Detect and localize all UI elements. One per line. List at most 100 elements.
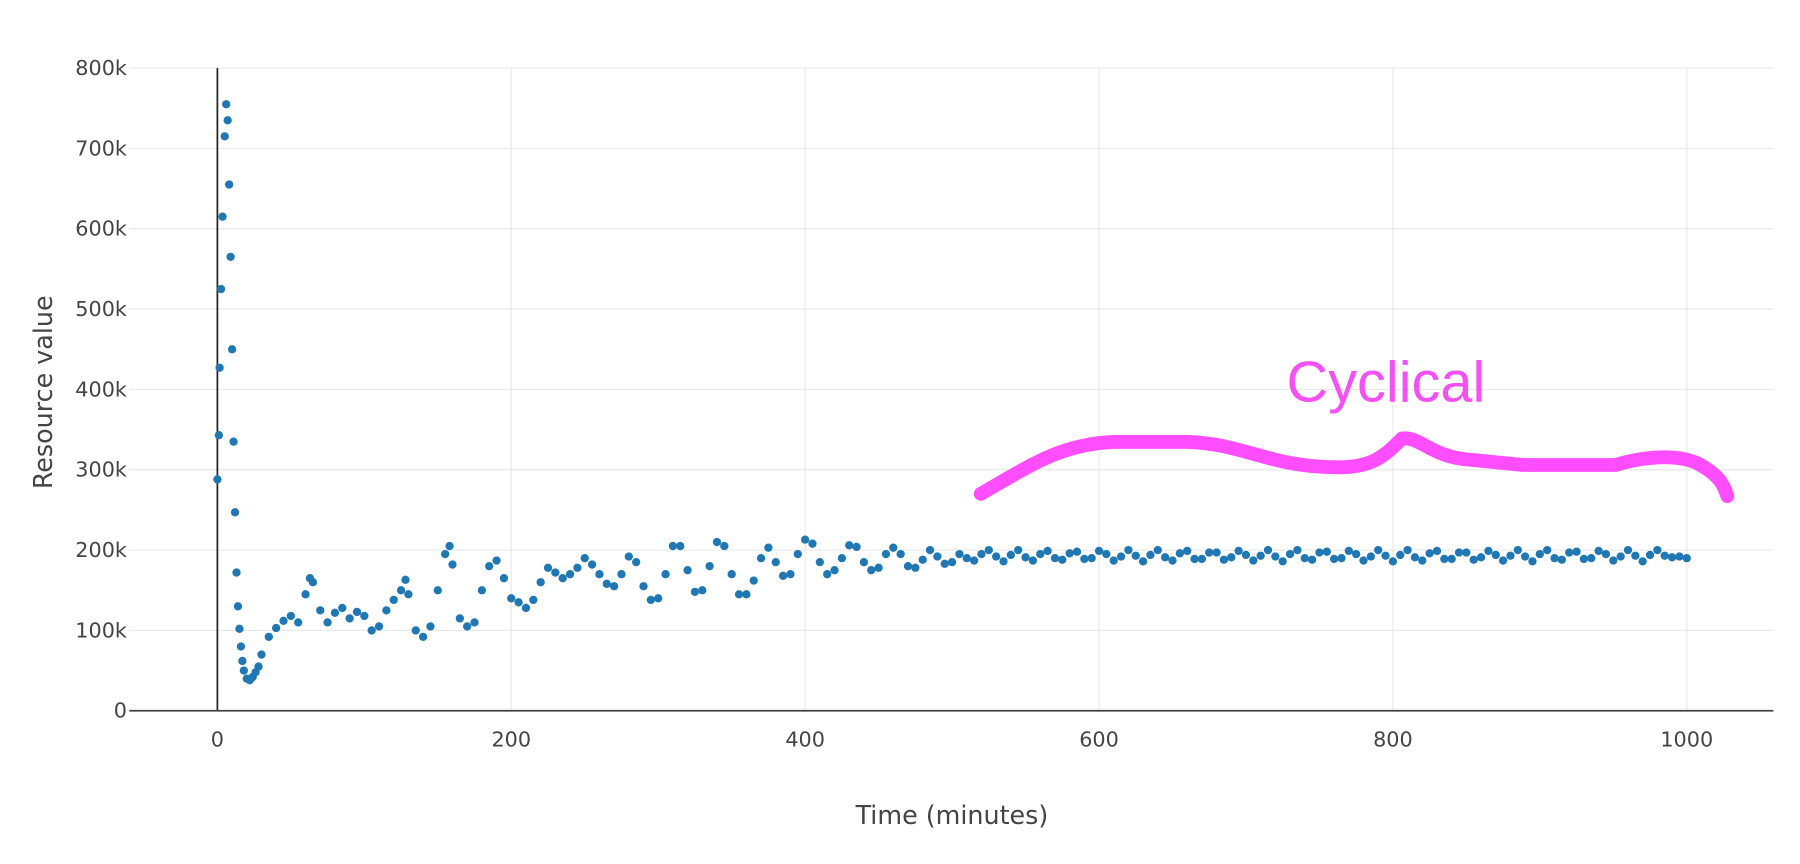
point bbox=[1462, 548, 1471, 557]
point bbox=[1366, 552, 1376, 561]
point bbox=[308, 578, 318, 587]
point bbox=[911, 563, 920, 572]
point bbox=[1513, 545, 1522, 555]
point bbox=[411, 626, 420, 635]
point bbox=[1594, 546, 1603, 556]
point bbox=[1388, 557, 1398, 566]
point bbox=[1682, 553, 1691, 563]
point bbox=[433, 586, 442, 595]
point bbox=[1102, 549, 1111, 559]
point bbox=[632, 557, 641, 567]
point bbox=[558, 574, 567, 583]
point bbox=[1307, 555, 1317, 564]
y-tick-label: 500k bbox=[75, 297, 127, 321]
point bbox=[1491, 550, 1500, 560]
point bbox=[609, 582, 619, 591]
point bbox=[1638, 557, 1647, 566]
point bbox=[1058, 555, 1067, 564]
point bbox=[852, 542, 861, 552]
plot-area bbox=[129, 67, 1774, 712]
point bbox=[1138, 557, 1148, 566]
point bbox=[1293, 545, 1302, 555]
y-tick-label: 700k bbox=[75, 136, 127, 160]
point bbox=[1484, 546, 1493, 556]
point bbox=[551, 568, 560, 577]
point bbox=[955, 549, 964, 559]
point bbox=[896, 549, 905, 559]
point bbox=[367, 626, 376, 635]
x-tick-label: 200 bbox=[491, 728, 531, 752]
point bbox=[1234, 546, 1243, 556]
point bbox=[573, 563, 582, 572]
point bbox=[1256, 551, 1265, 560]
point bbox=[1146, 550, 1155, 560]
point bbox=[1006, 550, 1016, 560]
point bbox=[727, 570, 736, 579]
point bbox=[1197, 554, 1207, 564]
y-tick-label: 300k bbox=[75, 458, 127, 482]
point bbox=[448, 560, 457, 569]
point bbox=[705, 562, 714, 571]
x-tick-label: 0 bbox=[211, 728, 224, 752]
point bbox=[227, 345, 237, 354]
point bbox=[815, 557, 824, 567]
point bbox=[698, 586, 707, 595]
point bbox=[499, 574, 509, 583]
point bbox=[232, 568, 241, 577]
point bbox=[661, 570, 670, 579]
point bbox=[654, 594, 663, 603]
point bbox=[1410, 553, 1420, 562]
point bbox=[426, 622, 435, 631]
point bbox=[1660, 551, 1669, 560]
point bbox=[1403, 545, 1412, 555]
point bbox=[646, 595, 656, 605]
point bbox=[1454, 548, 1464, 557]
point bbox=[639, 582, 648, 591]
point bbox=[580, 553, 589, 563]
point bbox=[254, 662, 263, 671]
point bbox=[977, 549, 986, 559]
point bbox=[1344, 546, 1353, 556]
point bbox=[338, 603, 347, 613]
points bbox=[213, 100, 1691, 685]
point bbox=[1021, 553, 1030, 562]
point bbox=[316, 606, 325, 615]
point bbox=[1381, 551, 1390, 560]
point bbox=[374, 622, 384, 631]
point bbox=[1579, 554, 1589, 564]
point bbox=[1300, 553, 1309, 563]
point bbox=[1124, 545, 1133, 555]
point bbox=[889, 543, 898, 552]
point bbox=[1094, 546, 1104, 556]
point bbox=[1014, 545, 1023, 555]
point bbox=[1374, 545, 1383, 555]
point bbox=[239, 666, 248, 675]
point bbox=[1322, 547, 1331, 556]
point bbox=[1667, 553, 1677, 562]
point bbox=[230, 508, 240, 517]
x-tick-label: 600 bbox=[1079, 728, 1119, 752]
y-tick-label: 400k bbox=[75, 377, 127, 401]
point bbox=[565, 570, 575, 579]
point bbox=[529, 595, 538, 605]
point bbox=[734, 590, 744, 599]
point bbox=[1109, 556, 1118, 565]
point bbox=[345, 614, 354, 623]
point bbox=[1440, 554, 1449, 564]
point bbox=[440, 549, 450, 559]
point bbox=[690, 587, 700, 597]
point bbox=[1469, 555, 1478, 564]
point bbox=[712, 537, 722, 547]
point bbox=[1623, 545, 1633, 555]
point bbox=[222, 100, 231, 109]
point bbox=[264, 632, 273, 642]
point bbox=[235, 624, 244, 633]
point bbox=[933, 552, 942, 561]
point bbox=[1043, 546, 1052, 556]
point bbox=[1359, 556, 1368, 565]
point bbox=[238, 656, 247, 666]
point bbox=[881, 549, 891, 559]
point bbox=[1241, 550, 1251, 560]
point bbox=[1557, 555, 1567, 564]
